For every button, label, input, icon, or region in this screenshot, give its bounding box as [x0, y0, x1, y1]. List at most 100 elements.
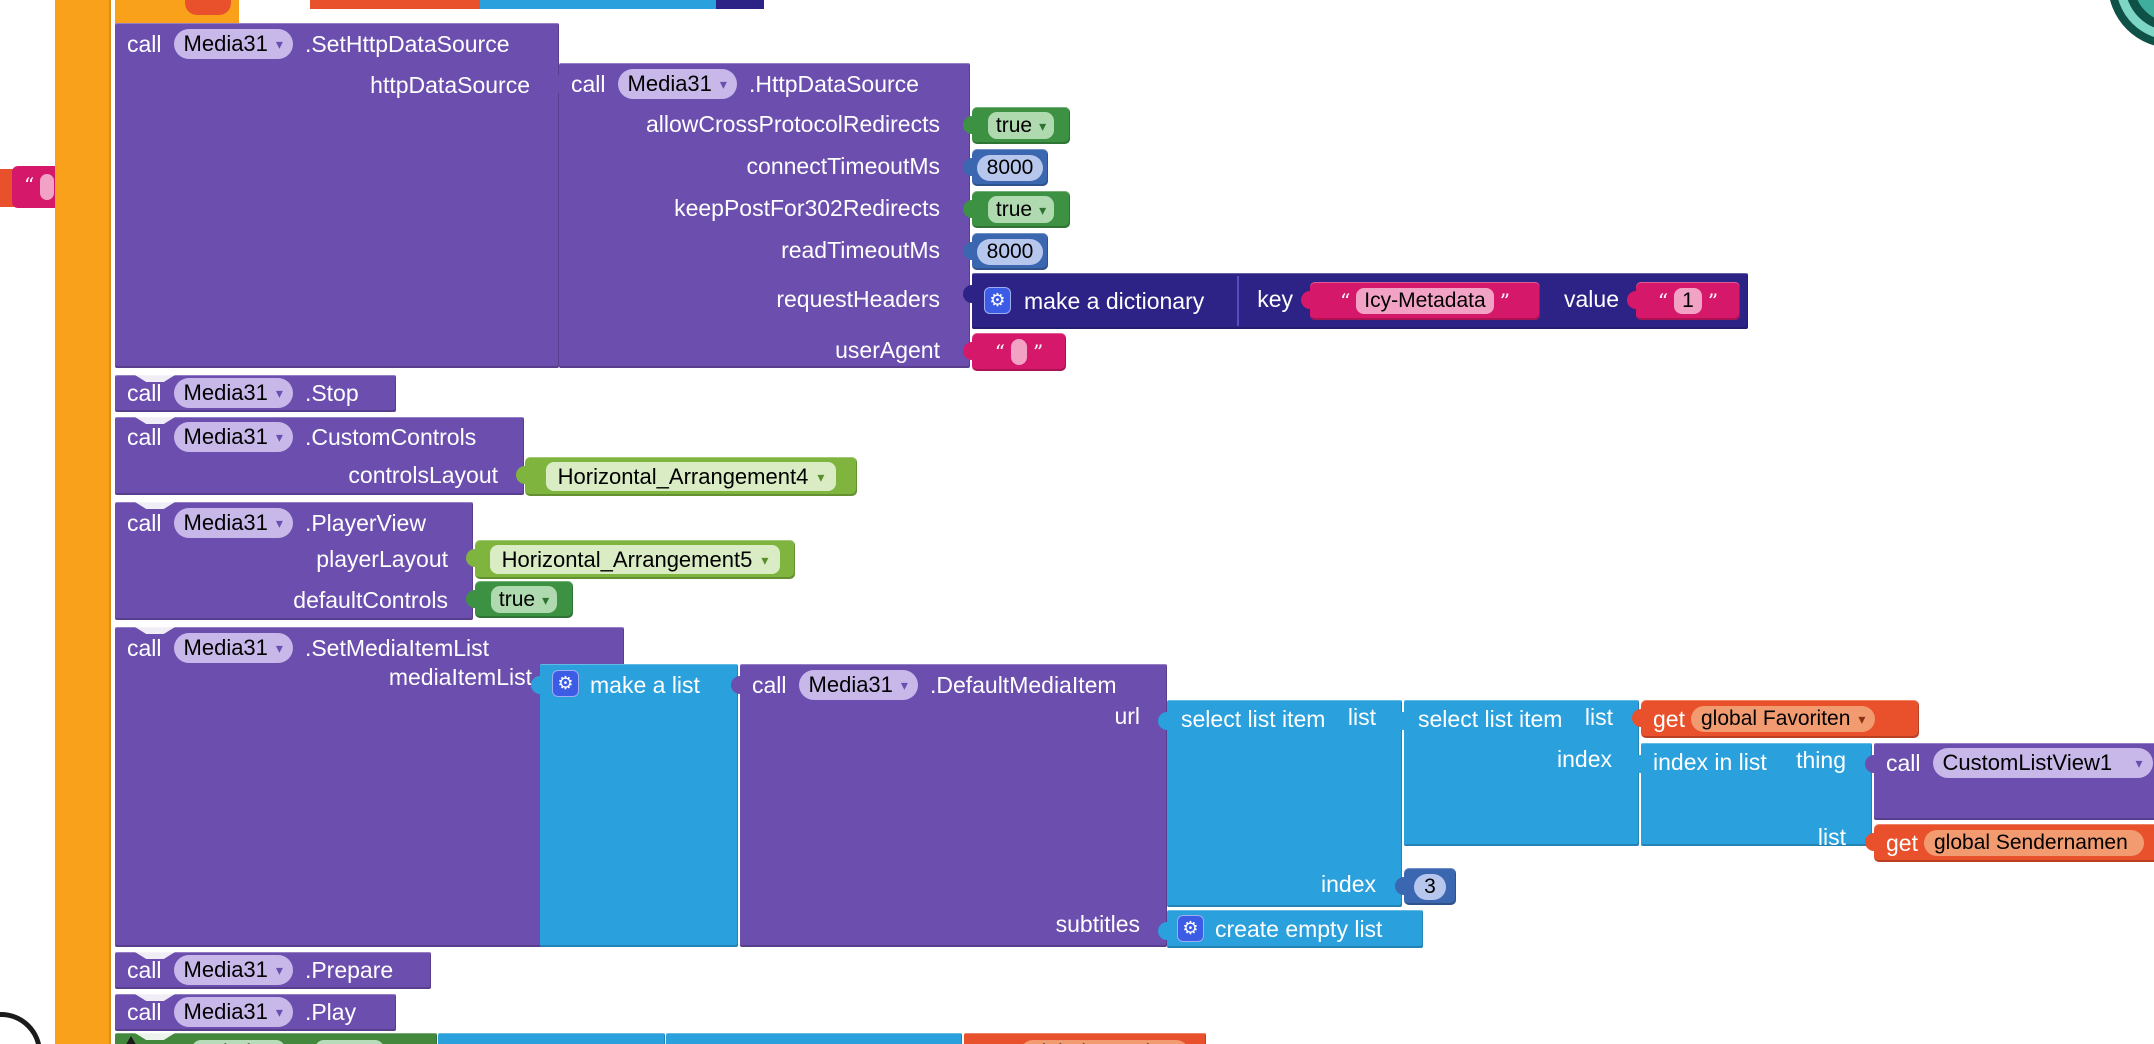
- text-field[interactable]: [40, 174, 54, 200]
- cut-top-right-teal-circle[interactable]: [2108, 0, 2154, 48]
- select-list-item-block-inner[interactable]: [1395, 700, 1639, 846]
- call-keyword: call: [127, 423, 162, 450]
- dictionary-divider: [1237, 276, 1239, 326]
- block-http-data-source[interactable]: [550, 63, 970, 368]
- get-keyword: get: [976, 1040, 1008, 1044]
- get-global-favoriten-block[interactable]: get global Favoriten ▾: [1632, 700, 1919, 738]
- variable-name: global Favoriten: [1700, 707, 1851, 730]
- cut-top-blue-bar[interactable]: [480, 0, 716, 9]
- component-dropdown[interactable]: Horizontal_Arrangement5 ▾: [489, 545, 781, 574]
- component-dropdown-media31[interactable]: Media31 ▾: [173, 29, 293, 59]
- block-header: call Media31 ▾ .SetMediaItemList: [127, 633, 489, 663]
- variable-dropdown[interactable]: global Favoriten: [1019, 1040, 1190, 1044]
- param-label-connecttimeoutms: connectTimeoutMs: [746, 153, 940, 179]
- select-list-item-text: select list item: [1181, 705, 1326, 732]
- param-label-useragent: userAgent: [835, 337, 940, 363]
- mutator-gear-icon[interactable]: ⚙: [1177, 915, 1204, 942]
- call-keyword: call: [752, 671, 787, 698]
- mutator-gear-icon[interactable]: ⚙: [984, 287, 1011, 314]
- create-empty-list-block[interactable]: [1158, 910, 1423, 948]
- get-keyword: get: [1653, 705, 1685, 732]
- number-block-8000[interactable]: 8000: [963, 149, 1048, 186]
- component-dropdown-media31[interactable]: Media31 ▾: [173, 378, 293, 408]
- param-label-defaultcontrols: defaultControls: [293, 587, 448, 613]
- select-list-item-label: select list item list: [450, 1038, 643, 1044]
- event-block-do-arm[interactable]: [55, 0, 111, 1044]
- property-dropdown-text[interactable]: Text▾: [315, 1040, 384, 1044]
- component-dropdown-media31[interactable]: Media31 ▾: [173, 997, 293, 1027]
- param-label-httpdatasource: httpDataSource: [370, 72, 530, 98]
- logic-dropdown[interactable]: true ▾: [987, 112, 1055, 139]
- component-dropdown-media31[interactable]: Media31 ▾: [173, 508, 293, 538]
- cut-top-red-bar[interactable]: [310, 0, 480, 9]
- logic-dropdown[interactable]: true ▾: [490, 586, 558, 613]
- component-block-horizontal-arrangement5[interactable]: Horizontal_Arrangement5 ▾: [466, 540, 795, 579]
- text-field[interactable]: [1011, 339, 1027, 365]
- cut-bottom-row[interactable]: set Label1▾ . Text▾ to select list item l…: [115, 1033, 1225, 1044]
- component-dropdown-media31[interactable]: Media31 ▾: [173, 633, 293, 663]
- component-dropdown-media31[interactable]: Media31 ▾: [798, 670, 918, 700]
- component-dropdown-media31[interactable]: Media31 ▾: [173, 955, 293, 985]
- component-block-horizontal-arrangement4[interactable]: Horizontal_Arrangement4 ▾: [516, 457, 857, 496]
- cut-top-red-bump[interactable]: [185, 0, 231, 15]
- call-keyword: call: [571, 70, 606, 97]
- warning-icon[interactable]: [121, 1036, 141, 1044]
- variable-dropdown[interactable]: global Favoriten ▾: [1690, 706, 1876, 732]
- text-field[interactable]: Icy-Metadata: [1356, 288, 1494, 314]
- variable-dropdown[interactable]: global Sendernamen: [1923, 830, 2144, 856]
- chevron-down-icon: ▾: [1039, 201, 1047, 218]
- create-empty-list-label: create empty list: [1215, 914, 1382, 944]
- param-label-subtitles: subtitles: [1055, 911, 1140, 937]
- method-name: .SetHttpDataSource: [304, 30, 510, 57]
- select-list-item-block-outer[interactable]: [1158, 700, 1402, 907]
- number-field[interactable]: 8000: [976, 154, 1044, 181]
- param-label-playerlayout: playerLayout: [316, 546, 448, 572]
- select-list-item-block[interactable]: [666, 1033, 962, 1044]
- mutator-gear-icon[interactable]: ⚙: [552, 670, 579, 697]
- param-label-controlslayout: controlsLayout: [348, 462, 498, 488]
- get-global-sendernamen-block[interactable]: get global Sendernamen: [1865, 824, 2154, 862]
- component-dropdown-customlistview1[interactable]: CustomListView1 ▾: [1932, 748, 2153, 778]
- block-default-media-item[interactable]: [731, 664, 1167, 947]
- select-list-item-text: select list item: [450, 1040, 594, 1044]
- component-dropdown-media31[interactable]: Media31 ▾: [173, 422, 293, 452]
- component-dropdown-label1[interactable]: Label1▾: [191, 1040, 285, 1044]
- call-keyword: call: [127, 956, 162, 983]
- make-a-list-block[interactable]: [531, 664, 738, 947]
- text-block-1[interactable]: “ 1 ”: [1627, 282, 1740, 320]
- component-name: Horizontal_Arrangement5: [501, 546, 753, 572]
- logic-dropdown[interactable]: true ▾: [987, 196, 1055, 223]
- text-block-icy-metadata[interactable]: “ Icy-Metadata ”: [1301, 282, 1540, 320]
- logic-true-block[interactable]: true ▾: [466, 581, 573, 618]
- number-field[interactable]: 3: [1414, 873, 1446, 900]
- chevron-down-icon: ▾: [275, 962, 283, 978]
- property-name: Text: [323, 1041, 362, 1044]
- number-field[interactable]: 8000: [976, 238, 1044, 265]
- block-set-http-data-source[interactable]: [115, 23, 559, 368]
- number-block-3[interactable]: 3: [1395, 868, 1456, 905]
- gear-glyph: ⚙: [557, 673, 574, 693]
- cut-top-navy-bar[interactable]: [716, 0, 764, 9]
- gear-glyph: ⚙: [989, 290, 1006, 310]
- index-in-list-text: index in list: [1653, 748, 1767, 775]
- logic-true-block[interactable]: true ▾: [963, 107, 1070, 144]
- logic-true-block[interactable]: true ▾: [963, 191, 1070, 228]
- component-dropdown-media31[interactable]: Media31 ▾: [617, 69, 737, 99]
- method-name: .Prepare: [304, 956, 394, 983]
- get-global-favoriten-block[interactable]: [964, 1033, 1206, 1044]
- block-header: call Media31 ▾ .SetHttpDataSource: [127, 29, 510, 59]
- text-field[interactable]: 1: [1674, 288, 1702, 314]
- block-set-label1-text[interactable]: [115, 1033, 437, 1044]
- component-name: Horizontal_Arrangement4: [557, 463, 809, 489]
- select-list-item-label: select list item: [1418, 704, 1562, 734]
- number-block-8000[interactable]: 8000: [963, 233, 1048, 270]
- param-label-index: index: [1321, 871, 1376, 897]
- block-header: call Media31 ▾ .HttpDataSource: [571, 69, 919, 99]
- index-in-list-block[interactable]: [1632, 743, 1872, 846]
- component-name: Media31: [183, 380, 268, 405]
- component-dropdown[interactable]: Horizontal_Arrangement4 ▾: [545, 462, 837, 491]
- cut-bottom-left-arc[interactable]: [0, 1012, 42, 1044]
- select-list-item-block[interactable]: [438, 1033, 665, 1044]
- text-block-empty[interactable]: “ ”: [963, 333, 1066, 371]
